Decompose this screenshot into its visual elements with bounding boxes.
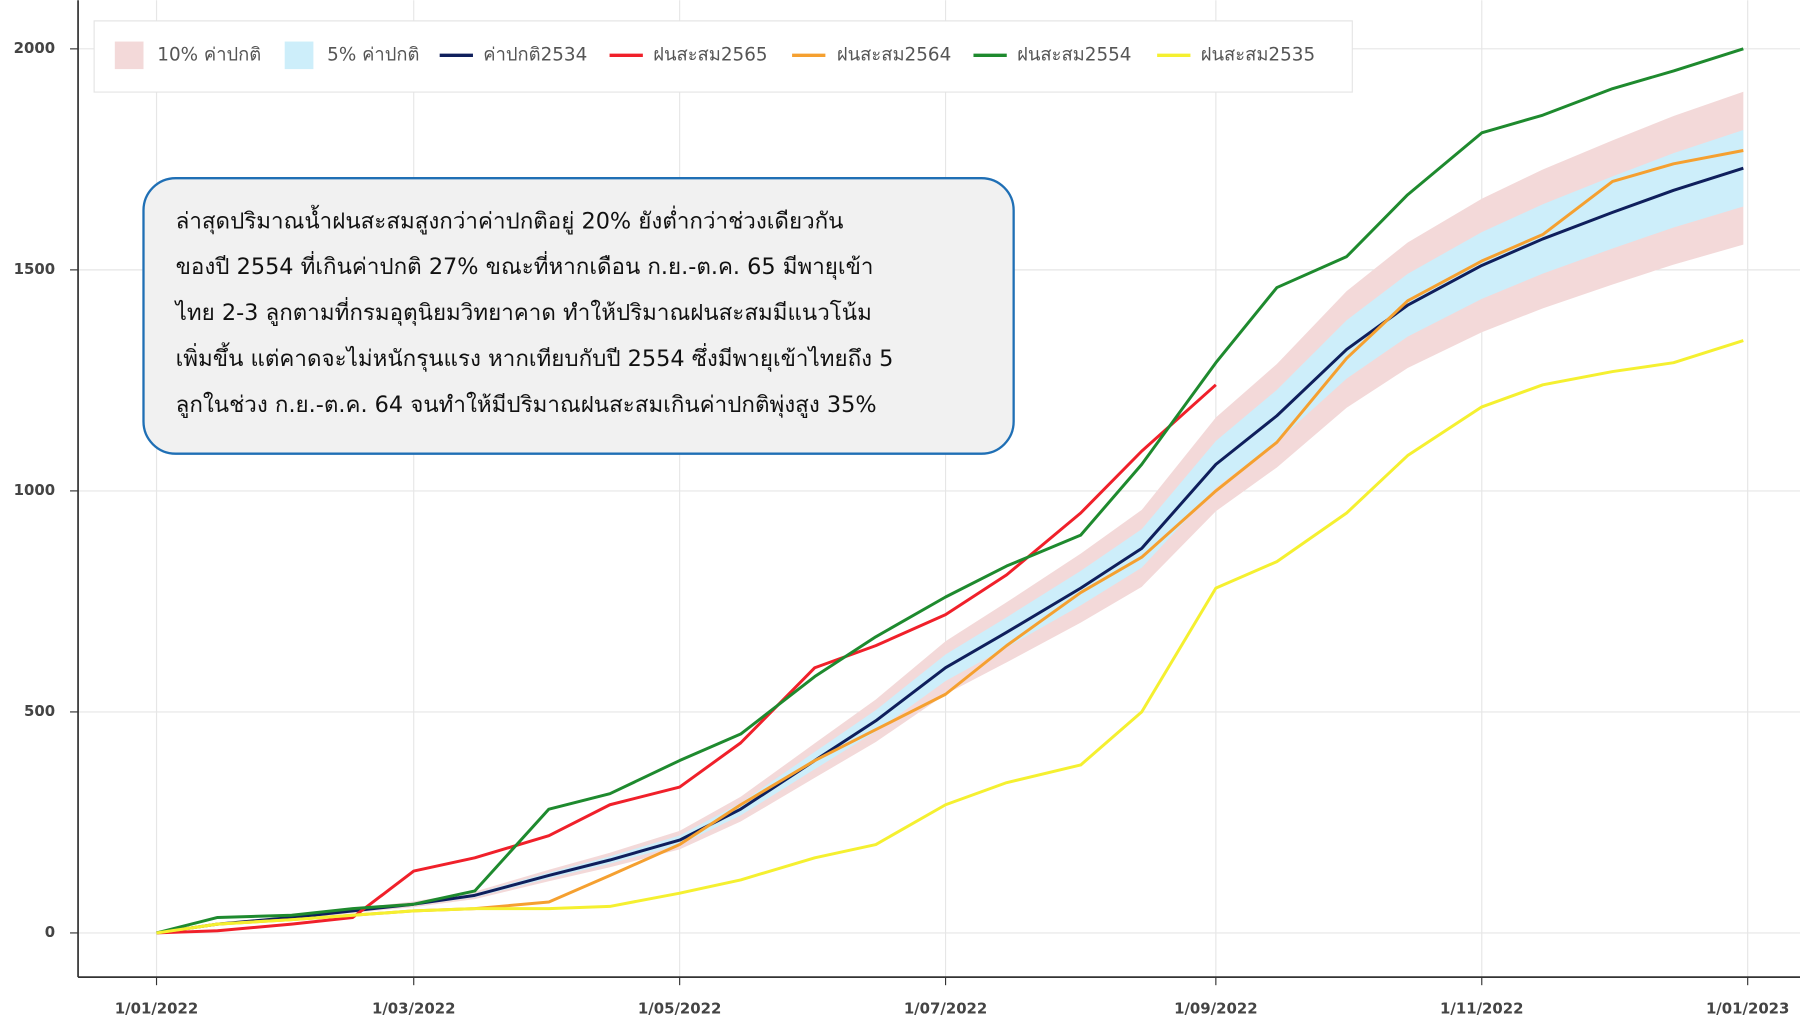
legend-swatch [114,41,144,70]
x-tick-label: 1/05/2022 [638,999,722,1017]
y-tick-label: 1500 [14,260,55,278]
legend-label: ฝนสะสม2554 [1017,44,1131,65]
legend-items: 10% ค่าปกติ 5% ค่าปกติ ค่าปกติ2534 ฝนสะสม25… [114,41,1315,70]
band [156,129,1744,933]
x-tick-label: 1/03/2022 [372,999,456,1017]
legend-label: 5% ค่าปกติ [327,44,419,65]
annotation-line: ลูกในช่วง ก.ย.-ต.ค. 64 จนทำให้มีปริมาณฝน… [176,392,877,418]
plot-area [78,0,1800,978]
legend [93,20,1353,93]
annotation: ล่าสุดปริมาณน้ำฝนสะสมสูงกว่าค่าปกติอยู่ … [174,204,894,418]
y-tick-label: 0 [45,923,55,941]
x-tick-label: 1/01/2023 [1706,999,1790,1017]
y-tick-label: 1000 [14,481,55,499]
annotation-line: ของปี 2554 ที่เกินค่าปกติ 27% ขณะที่หากเ… [176,251,874,280]
line [156,47,1744,935]
x-tick-label: 1/07/2022 [904,999,988,1017]
legend-label: ฝนสะสม2564 [837,44,951,65]
line [156,339,1744,935]
legend-label: 10% ค่าปกติ [157,44,261,65]
annotation-box [142,177,1015,455]
legend-label: ฝนสะสม2565 [653,44,767,65]
legend-label: ฝนสะสม2535 [1201,44,1315,65]
line [156,383,1217,935]
legend-swatch [284,41,314,70]
y-tick-label: 500 [24,702,55,720]
x-tick-label: 1/01/2022 [115,999,199,1017]
x-tick-label: 1/09/2022 [1174,999,1257,1017]
legend-label: ค่าปกติ2534 [483,44,587,65]
y-tick-label: 2000 [14,39,55,57]
x-tick-label: 1/11/2022 [1440,999,1524,1017]
annotation-line: ล่าสุดปริมาณน้ำฝนสะสมสูงกว่าค่าปกติอยู่ … [176,204,844,234]
band [156,91,1744,933]
annotation-line: ไทย 2-3 ลูกตามที่กรมอุตุนิยมวิทยาคาด ทำใ… [174,297,872,326]
annotation-line: เพิ่มขึ้น แต่คาดจะไม่หนักรุนแรง หากเทียบ… [176,342,894,372]
